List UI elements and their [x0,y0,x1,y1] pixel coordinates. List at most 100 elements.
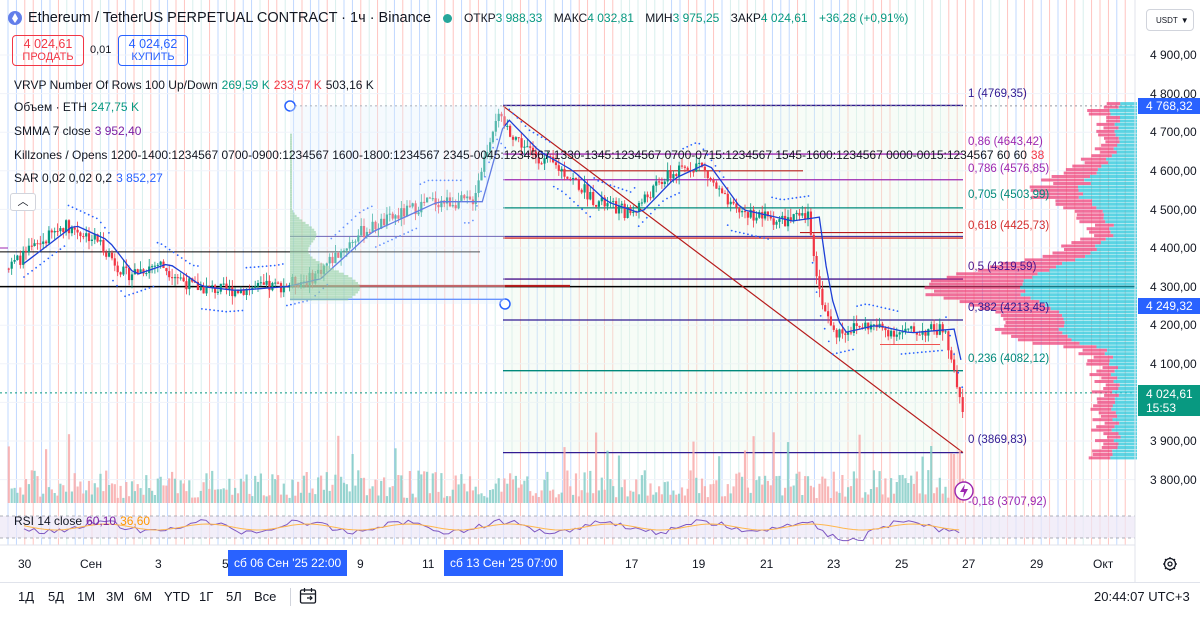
volume-profile-row [290,233,317,236]
volume-profile-row [1111,428,1137,432]
sar-dot [358,211,361,214]
sar-dot [532,131,535,134]
volume-profile-row [1113,439,1137,443]
sar-dot [674,193,676,196]
volume-profile-row [1089,230,1111,234]
volume-profile-row [290,200,292,204]
symbol-title[interactable]: Ethereum / TetherUS PERPETUAL CONTRACT ·… [28,10,431,26]
fib-level-label: 0,705 (4503,99) [968,189,1050,201]
volume-bar [188,480,191,503]
time-tick: 17 [625,557,639,571]
volume-profile-row [1055,202,1093,206]
sar-dot [613,185,616,188]
volume-bar [248,493,251,503]
volume-bar [869,489,873,503]
indicator-sar[interactable]: SAR 0,02 0,02 0,2 3 852,27 [14,171,163,185]
candle-body [606,203,609,207]
candle-body [503,116,506,126]
range-end-marker[interactable]: сб 13 Сен '25 07:00 [444,550,564,576]
sar-dot [787,198,790,200]
volume-bar [351,454,354,503]
volume-profile-row [1118,432,1137,436]
timeframe-1y-button[interactable]: 1Г [199,589,214,604]
collapse-legend-button[interactable]: ︿ [10,193,36,211]
volume-profile-row [1064,324,1137,328]
price-tick: 4 800,00 [1150,87,1197,101]
volume-profile-row [1088,112,1111,116]
gear-icon[interactable] [1162,556,1178,572]
volume-bar [405,497,409,503]
volume-profile-row [290,210,294,213]
volume-bar [417,470,420,503]
range-start-marker[interactable]: сб 06 Сен '25 22:00 [228,550,348,576]
volume-profile-row [1000,261,1063,265]
volume-bar [102,491,105,503]
volume-profile-row [995,310,1060,314]
volume-bar [179,480,182,503]
clock-timezone-button[interactable]: 20:44:07 UTC+3 [1094,589,1190,604]
volume-bar [171,471,174,503]
volume-profile-row [290,207,292,211]
timeframe-1d-button[interactable]: 1Д [18,589,35,604]
candle-body [431,198,434,200]
fib-level-label: 0,86 (4643,42) [968,136,1043,148]
sell-button[interactable]: 4 024,61 ПРОДАТЬ [12,35,84,66]
indicator-smma[interactable]: SMMA 7 close 3 952,40 [14,124,141,138]
buy-button[interactable]: 4 024,62 КУПИТЬ [118,35,188,66]
volume-bar [918,493,921,503]
volume-bar [463,483,466,503]
timeframe-1m-button[interactable]: 1М [77,589,96,604]
volume-bar [30,470,33,503]
smma-value: 3 952,40 [94,124,142,138]
timeframe-3m-button[interactable]: 3М [106,589,125,604]
volume-profile-row [1097,400,1116,404]
sar-dot [306,300,308,302]
sar-dot [508,108,511,111]
volume-profile-row [290,163,292,167]
volume-bar [16,492,19,503]
timeframe-5y-button[interactable]: 5Л [226,589,242,604]
timeframe-6m-button[interactable]: 6М [134,589,153,604]
volume-bar [818,483,821,503]
candle-body [480,171,483,181]
candle-body [577,179,580,190]
candle-body [211,285,214,287]
candle-body [199,286,202,290]
currency-selector[interactable]: USDT ▼ [1146,9,1194,31]
volume-bar [689,470,692,503]
volume-bar [245,474,248,503]
volume-profile-row [1109,362,1137,366]
volume-bar [789,486,792,503]
volume-bar [838,492,841,503]
sar-dot [233,310,236,312]
candle-body [557,165,560,171]
candle-body [832,325,835,330]
indicator-killzones[interactable]: Killzones / Opens 1200-1400:1234567 0700… [14,148,1044,162]
volume-profile-row [1110,230,1137,234]
lightning-icon[interactable] [954,481,974,501]
sar-dot [552,185,555,188]
spread-value: 0,01 [90,44,112,56]
volume-bar [804,476,807,503]
volume-profile-row [1103,387,1119,390]
candle-body [821,288,824,306]
volume-bar [549,490,552,503]
timeframe-5d-button[interactable]: 5Д [48,589,65,604]
candle-body [437,204,440,208]
volume-bar [483,496,486,503]
candle-body [700,162,704,167]
volume-profile-row [1032,275,1137,279]
timeframe-ytd-button[interactable]: YTD [164,589,190,604]
sar-dot [726,224,729,227]
timeframe-all-button[interactable]: Все [254,589,277,604]
candle-body [345,248,348,251]
calendar-range-icon[interactable] [298,586,318,606]
indicator-volume[interactable]: Объем · ETH 247,75 K [14,100,139,114]
indicator-rsi[interactable]: RSI 14 close 60,10 36,60 [14,514,150,528]
sar-dot [658,204,660,207]
volume-bar [216,489,219,503]
volume-bar [136,484,139,503]
time-tick: 3 [155,557,162,571]
